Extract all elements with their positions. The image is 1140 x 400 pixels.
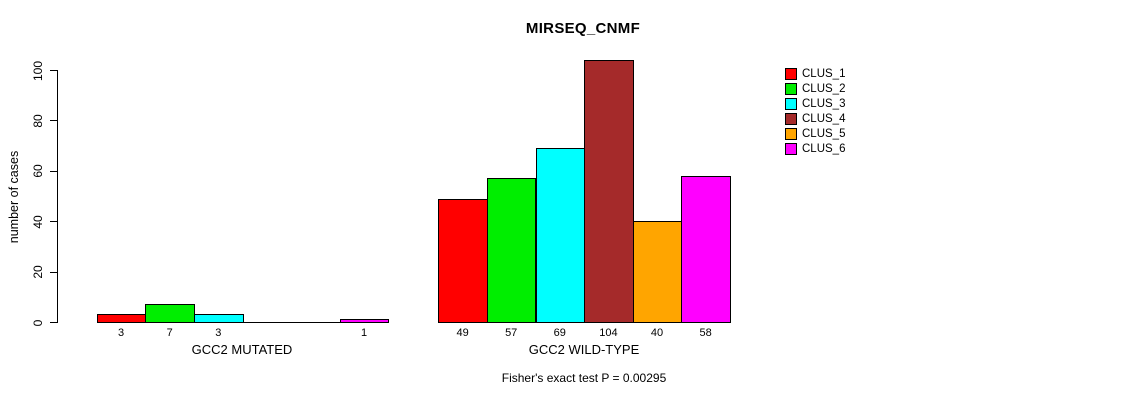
bar-clus_6: [681, 175, 731, 323]
legend-item-clus_1: CLUS_1: [785, 66, 845, 81]
bar-clus_5: [632, 221, 683, 323]
legend-swatch-clus_6: [785, 142, 797, 155]
y-tick-label: 100: [31, 60, 45, 81]
footnote-fisher-test: Fisher's exact test P = 0.00295: [501, 371, 667, 385]
chart-title: MIRSEQ_CNMF: [525, 20, 641, 37]
bar-value-label: 69: [553, 327, 566, 339]
y-tick-label: 80: [31, 114, 45, 128]
bar-clus_1: [438, 198, 488, 323]
legend-item-clus_6: CLUS_6: [785, 141, 845, 156]
legend-label: CLUS_3: [802, 97, 846, 110]
bar-clus_2: [486, 178, 537, 323]
legend-swatch-clus_2: [785, 82, 797, 95]
bar-clus_1: [96, 314, 147, 323]
legend-label: CLUS_1: [802, 67, 846, 80]
y-axis-label: number of cases: [7, 150, 21, 244]
y-tick-mark: [50, 271, 57, 273]
y-tick-mark: [50, 322, 57, 323]
bar-value-label: 104: [599, 327, 618, 339]
legend-item-clus_3: CLUS_3: [785, 96, 845, 111]
bar-clus_3: [194, 314, 244, 323]
legend-item-clus_2: CLUS_2: [785, 81, 845, 96]
legend: CLUS_1 CLUS_2 CLUS_3 CLUS_4 CLUS_5 CLUS_6: [785, 66, 845, 156]
legend-label: CLUS_5: [802, 127, 846, 140]
bar-value-label: 3: [118, 327, 125, 339]
bar-value-label: 7: [166, 327, 173, 339]
legend-swatch-clus_5: [785, 127, 797, 140]
legend-swatch-clus_3: [785, 97, 797, 110]
y-tick-mark: [50, 70, 57, 71]
bar-value-label: 57: [505, 327, 518, 339]
legend-swatch-clus_1: [785, 67, 797, 80]
bar-clus_6: [339, 319, 390, 323]
bar-value-label: 58: [699, 327, 712, 339]
group-label-gcc2-mutated: GCC2 MUTATED: [191, 342, 293, 357]
bar-clus_4: [584, 59, 634, 323]
y-tick-label: 0: [31, 319, 45, 326]
y-tick-mark: [50, 221, 57, 223]
bar-value-label: 1: [361, 327, 368, 339]
y-axis-line: [57, 70, 58, 323]
bar-clus_2: [145, 304, 195, 323]
legend-item-clus_4: CLUS_4: [785, 111, 845, 126]
legend-label: CLUS_4: [802, 112, 846, 125]
bar-value-label: 3: [215, 327, 222, 339]
y-tick-mark: [50, 170, 57, 172]
group-label-gcc2-wild-type: GCC2 WILD-TYPE: [528, 342, 640, 357]
legend-label: CLUS_6: [802, 142, 846, 155]
legend-item-clus_5: CLUS_5: [785, 126, 845, 141]
bar-clus_3: [535, 148, 586, 323]
y-tick-label: 60: [31, 164, 45, 178]
y-tick-label: 40: [31, 215, 45, 229]
legend-label: CLUS_2: [802, 82, 846, 95]
bar-value-label: 49: [456, 327, 469, 339]
y-tick-mark: [50, 120, 57, 122]
bar-value-label: 40: [650, 327, 664, 339]
legend-swatch-clus_4: [785, 112, 797, 125]
y-tick-label: 20: [31, 265, 45, 279]
